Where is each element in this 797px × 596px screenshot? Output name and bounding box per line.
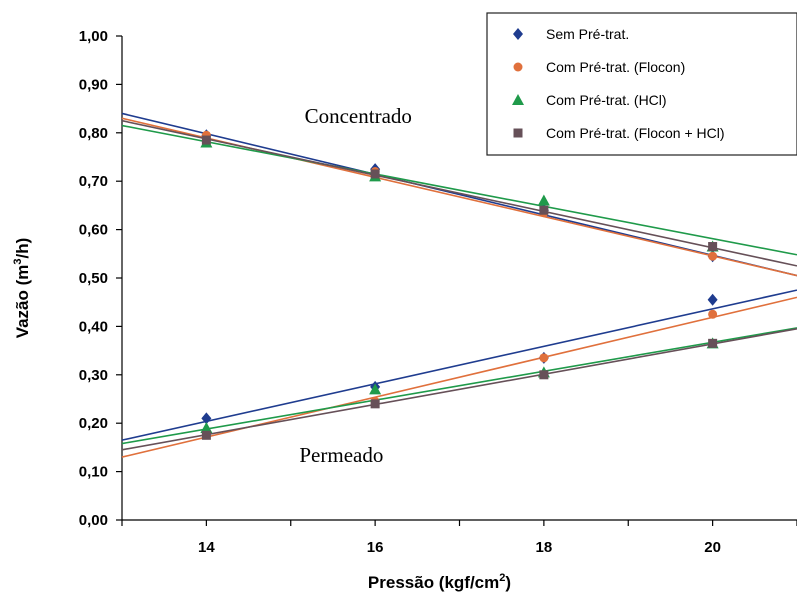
- legend-marker-2: [512, 94, 524, 105]
- x-tick-label: 18: [536, 539, 553, 556]
- point-concentrado-series-1: [708, 251, 718, 261]
- y-axis-title: Vazão (m3/h): [12, 238, 32, 339]
- y-tick-label: 0,50: [79, 270, 108, 287]
- y-tick-label: 0,20: [79, 415, 108, 432]
- x-axis-title: Pressão (kgf/cm2): [368, 572, 511, 592]
- y-tick-label: 0,10: [79, 464, 108, 481]
- legend: Sem Pré-trat. Com Pré-trat. (Flocon) Com P…: [486, 12, 797, 156]
- fit-lines: [121, 112, 797, 458]
- annotation-concentrado: Concentrado: [305, 104, 412, 128]
- legend-label-3: Com Pré-trat. (Flocon + HCl): [546, 125, 725, 141]
- legend-box: [486, 12, 797, 156]
- trendline-permeado-series-1: [121, 296, 797, 458]
- y-tick-label: 0,90: [79, 76, 108, 93]
- point-permeado-series-3: [370, 399, 380, 409]
- point-concentrado-series-3: [201, 135, 211, 145]
- y-tick-label: 1,00: [79, 28, 108, 45]
- point-permeado-series-2: [369, 383, 382, 395]
- trendline-permeado-series-0: [121, 289, 797, 441]
- point-permeado-series-3: [539, 370, 549, 380]
- trendline-permeado-series-2: [121, 327, 797, 445]
- annotations: Concentrado Permeado: [299, 104, 412, 467]
- y-tick-label: 0,00: [79, 512, 108, 529]
- y-tick-label: 0,80: [79, 125, 108, 142]
- legend-marker-0: [513, 28, 523, 40]
- point-concentrado-series-2: [537, 194, 550, 206]
- trendline-permeado-series-3: [121, 328, 797, 451]
- annotation-permeado: Permeado: [299, 443, 383, 467]
- y-tick-label: 0,60: [79, 222, 108, 239]
- y-tick-label: 0,30: [79, 367, 108, 384]
- y-tick-label: 0,70: [79, 173, 108, 190]
- point-permeado-series-3: [708, 338, 718, 348]
- legend-label-1: Com Pré-trat. (Flocon): [546, 59, 685, 75]
- y-tick-label: 0,40: [79, 318, 108, 335]
- legend-marker-3: [513, 128, 523, 138]
- data-points: [200, 129, 719, 440]
- x-tick-label: 20: [704, 539, 721, 556]
- point-permeado-series-1: [708, 309, 718, 319]
- legend-label-2: Com Pré-trat. (HCl): [546, 92, 667, 108]
- point-permeado-series-3: [201, 430, 211, 440]
- point-permeado-series-1: [539, 353, 549, 363]
- x-tick-label: 16: [367, 539, 384, 556]
- axes: 0,00 0,10 0,20 0,30 0,40 0,50 0,60 0,70 0,80 0,90…: [12, 28, 797, 592]
- trendline-concentrado-series-3: [121, 119, 797, 267]
- legend-marker-1: [513, 62, 523, 72]
- x-tick-label: 14: [198, 539, 215, 556]
- point-concentrado-series-3: [370, 169, 380, 179]
- point-concentrado-series-3: [708, 242, 718, 252]
- point-permeado-series-2: [200, 422, 213, 434]
- point-permeado-series-0: [707, 293, 718, 306]
- trendline-concentrado-series-2: [121, 124, 797, 256]
- legend-label-0: Sem Pré-trat.: [546, 26, 629, 42]
- point-permeado-series-0: [201, 412, 212, 425]
- point-concentrado-series-3: [539, 205, 549, 215]
